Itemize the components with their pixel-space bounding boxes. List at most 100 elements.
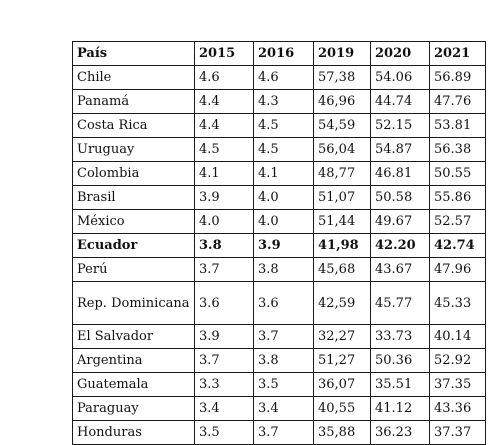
table-row: Paraguay 3.4 3.4 40,55 41.12 43.36: [72, 396, 486, 421]
table-row: Ecuador 3.8 3.9 41,98 42.20 42.74: [72, 233, 486, 258]
value-cell: 52.57: [429, 209, 486, 234]
value-cell: 50.55: [429, 161, 486, 186]
value-cell: 3.5: [194, 420, 254, 445]
value-cell: 57,38: [313, 65, 371, 90]
table-row: Uruguay 4.5 4.5 56,04 54.87 56.38: [72, 137, 486, 162]
value-cell: 3.7: [253, 324, 314, 349]
table-row: Rep. Dominicana 3.6 3.6 42,59 45.77 45.33: [72, 281, 486, 325]
column-header-year: 2020: [370, 41, 430, 66]
value-cell: 3.8: [253, 348, 314, 373]
value-cell: 3.5: [253, 372, 314, 397]
value-cell: 3.4: [253, 396, 314, 421]
value-cell: 42.74: [429, 233, 486, 258]
value-cell: 4.1: [253, 161, 314, 186]
value-cell: 4.4: [194, 113, 254, 138]
value-cell: 3.7: [194, 348, 254, 373]
table-row: México 4.0 4.0 51,44 49.67 52.57: [72, 209, 486, 234]
table-row: Panamá 4.4 4.3 46,96 44.74 47.76: [72, 89, 486, 114]
value-cell: 4.0: [253, 209, 314, 234]
value-cell: 36.23: [370, 420, 430, 445]
value-cell: 3.9: [194, 185, 254, 210]
value-cell: 52.15: [370, 113, 430, 138]
value-cell: 51,07: [313, 185, 371, 210]
value-cell: 4.4: [194, 89, 254, 114]
value-cell: 41.12: [370, 396, 430, 421]
value-cell: 3.9: [253, 233, 314, 258]
value-cell: 53.81: [429, 113, 486, 138]
table-header: País 2015 2016 2019 2020 2021: [72, 41, 486, 66]
value-cell: 51,44: [313, 209, 371, 234]
table-row: Chile 4.6 4.6 57,38 54.06 56.89: [72, 65, 486, 90]
country-cell: Brasil: [72, 185, 195, 210]
country-cell: Ecuador: [72, 233, 195, 258]
value-cell: 4.0: [194, 209, 254, 234]
country-cell: Panamá: [72, 89, 195, 114]
table-row: Colombia 4.1 4.1 48,77 46.81 50.55: [72, 161, 486, 186]
country-cell: Guatemala: [72, 372, 195, 397]
value-cell: 45.77: [370, 281, 430, 325]
value-cell: 3.7: [253, 420, 314, 445]
value-cell: 40,55: [313, 396, 371, 421]
table-row: Honduras 3.5 3.7 35,88 36.23 37.37: [72, 420, 486, 445]
value-cell: 56.38: [429, 137, 486, 162]
value-cell: 35,88: [313, 420, 371, 445]
country-cell: El Salvador: [72, 324, 195, 349]
table-body: Chile 4.6 4.6 57,38 54.06 56.89 Panamá 4.4 4.3 46…: [72, 65, 486, 445]
value-cell: 47.76: [429, 89, 486, 114]
value-cell: 35.51: [370, 372, 430, 397]
value-cell: 4.5: [253, 113, 314, 138]
table-row: Guatemala 3.3 3.5 36,07 35.51 37.35: [72, 372, 486, 397]
value-cell: 3.8: [194, 233, 254, 258]
value-cell: 3.6: [194, 281, 254, 325]
table-row: Brasil 3.9 4.0 51,07 50.58 55.86: [72, 185, 486, 210]
column-header-year: 2021: [429, 41, 486, 66]
value-cell: 43.36: [429, 396, 486, 421]
value-cell: 55.86: [429, 185, 486, 210]
value-cell: 3.6: [253, 281, 314, 325]
value-cell: 3.4: [194, 396, 254, 421]
country-cell: Chile: [72, 65, 195, 90]
country-cell: Paraguay: [72, 396, 195, 421]
value-cell: 56,04: [313, 137, 371, 162]
value-cell: 4.6: [253, 65, 314, 90]
value-cell: 54.87: [370, 137, 430, 162]
table-row: Costa Rica 4.4 4.5 54,59 52.15 53.81: [72, 113, 486, 138]
value-cell: 36,07: [313, 372, 371, 397]
value-cell: 4.0: [253, 185, 314, 210]
table-row: Perú 3.7 3.8 45,68 43.67 47.96: [72, 257, 486, 282]
country-cell: México: [72, 209, 195, 234]
value-cell: 41,98: [313, 233, 371, 258]
country-cell: Costa Rica: [72, 113, 195, 138]
value-cell: 50.58: [370, 185, 430, 210]
value-cell: 42.20: [370, 233, 430, 258]
value-cell: 45,68: [313, 257, 371, 282]
header-row: País 2015 2016 2019 2020 2021: [72, 41, 486, 66]
value-cell: 37.35: [429, 372, 486, 397]
value-cell: 46.81: [370, 161, 430, 186]
column-header-country: País: [72, 41, 195, 66]
value-cell: 44.74: [370, 89, 430, 114]
value-cell: 43.67: [370, 257, 430, 282]
value-cell: 4.5: [253, 137, 314, 162]
value-cell: 49.67: [370, 209, 430, 234]
value-cell: 3.7: [194, 257, 254, 282]
value-cell: 45.33: [429, 281, 486, 325]
data-table: País 2015 2016 2019 2020 2021 Chile 4.6 4.6 57,3…: [72, 41, 486, 445]
value-cell: 32,27: [313, 324, 371, 349]
value-cell: 50.36: [370, 348, 430, 373]
country-cell: Honduras: [72, 420, 195, 445]
column-header-year: 2016: [253, 41, 314, 66]
value-cell: 4.3: [253, 89, 314, 114]
value-cell: 4.6: [194, 65, 254, 90]
country-cell: Uruguay: [72, 137, 195, 162]
value-cell: 52.92: [429, 348, 486, 373]
value-cell: 4.5: [194, 137, 254, 162]
value-cell: 3.8: [253, 257, 314, 282]
value-cell: 56.89: [429, 65, 486, 90]
value-cell: 48,77: [313, 161, 371, 186]
column-header-year: 2015: [194, 41, 254, 66]
value-cell: 51,27: [313, 348, 371, 373]
value-cell: 54,59: [313, 113, 371, 138]
value-cell: 40.14: [429, 324, 486, 349]
country-cell: Colombia: [72, 161, 195, 186]
